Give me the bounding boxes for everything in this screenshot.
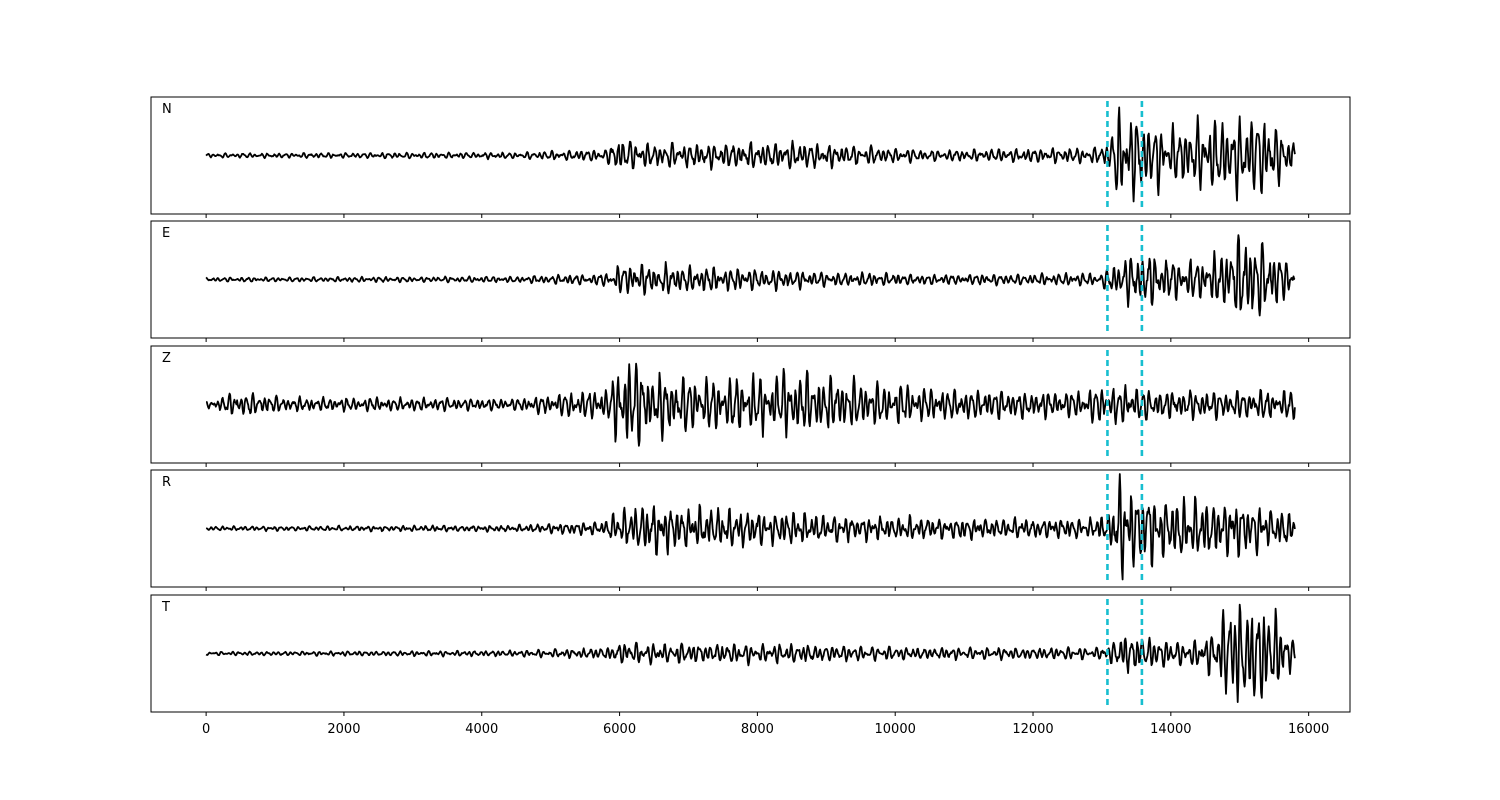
panel-label: Z (162, 351, 171, 366)
trace-n (205, 106, 1296, 203)
panel-t: T (150, 594, 1351, 716)
x-tick-label: 12000 (1012, 722, 1053, 737)
panel-e: E (150, 220, 1351, 342)
panel-label: E (162, 226, 170, 241)
panels: N E Z R T (150, 96, 1351, 716)
trace-z (205, 362, 1296, 447)
x-tick-label: 0 (202, 722, 210, 737)
x-tick-label: 10000 (875, 722, 916, 737)
x-tick-label: 16000 (1288, 722, 1329, 737)
panel-n: N (150, 96, 1351, 218)
x-tick-label: 8000 (741, 722, 774, 737)
panel-frame (150, 96, 1351, 215)
panel-label: T (161, 600, 170, 615)
panel-r: R (150, 469, 1351, 591)
x-tick-label: 14000 (1150, 722, 1191, 737)
x-tick-label: 4000 (465, 722, 498, 737)
panel-frame (150, 220, 1351, 339)
trace-r (205, 473, 1296, 581)
panel-frame (150, 469, 1351, 588)
panel-frame (150, 594, 1351, 713)
panel-label: N (162, 102, 172, 117)
trace-e (205, 234, 1296, 317)
trace-t (205, 603, 1296, 703)
panel-z: Z (150, 345, 1351, 467)
x-tick-label: 6000 (603, 722, 636, 737)
x-tick-label: 2000 (327, 722, 360, 737)
x-axis: 0 2000 4000 6000 8000 10000 12000 14000 16000 (202, 722, 1329, 737)
panel-label: R (162, 475, 171, 490)
panel-frame (150, 345, 1351, 464)
